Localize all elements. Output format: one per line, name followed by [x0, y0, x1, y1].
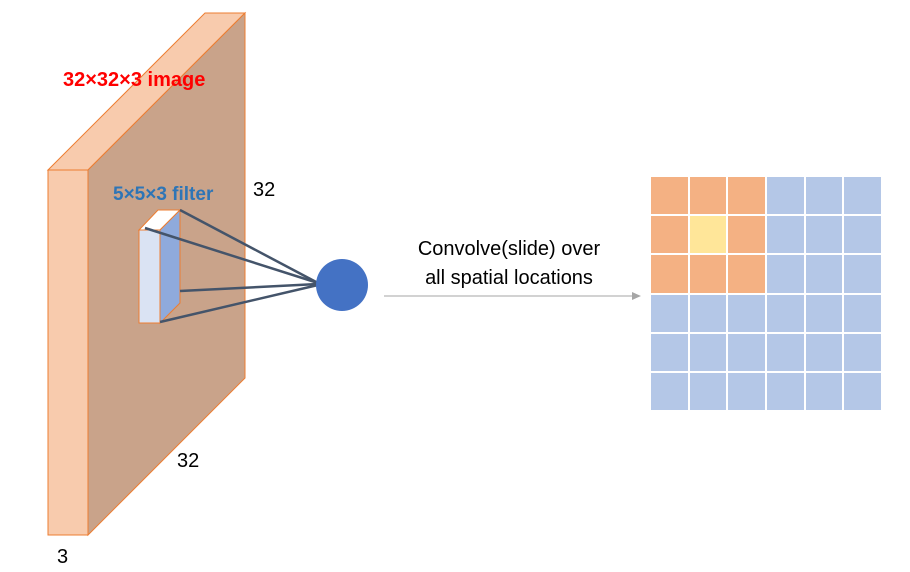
grid-cell-other: [651, 333, 688, 371]
grid-cell-other: [805, 372, 843, 410]
filter-size-label: 5×5×3 filter: [113, 184, 214, 205]
output-neuron: [316, 259, 368, 311]
width-dimension-label: 32: [177, 450, 200, 472]
grid-cell-other: [728, 333, 765, 371]
grid-cell-other: [767, 372, 804, 410]
grid-cell-other: [651, 372, 688, 410]
grid-cell-other: [805, 294, 843, 332]
grid-cell-other: [689, 294, 727, 332]
grid-cell-other: [805, 216, 843, 254]
grid-cell-other: [767, 216, 804, 254]
grid-cell-receptive: [689, 177, 727, 215]
grid-cell-other: [767, 333, 804, 371]
grid-cell-receptive: [728, 216, 765, 254]
image-size-label: 32×32×3 image: [63, 69, 206, 91]
grid-cell-other: [728, 294, 765, 332]
grid-cell-other: [689, 333, 727, 371]
grid-cell-receptive: [651, 177, 688, 215]
grid-cell-receptive: [728, 255, 765, 293]
grid-cell-other: [844, 177, 881, 215]
grid-cell-other: [689, 372, 727, 410]
connection-line: [144, 226, 319, 285]
connection-line: [159, 283, 319, 324]
volume-front-face: [47, 169, 89, 536]
grid-cell-receptive: [651, 255, 688, 293]
filter-connections: [144, 208, 319, 324]
filter-side-face: [159, 208, 181, 325]
slide-arrowhead: [632, 292, 641, 300]
grid-cell-other: [767, 255, 804, 293]
grid-cell-other: [728, 372, 765, 410]
convolve-caption-line-2: all spatial locations: [425, 267, 593, 289]
connection-line: [179, 282, 319, 293]
grid-cell-other: [805, 255, 843, 293]
height-dimension-label: 32: [253, 179, 276, 201]
grid-cell-other: [844, 333, 881, 371]
grid-cell-other: [844, 255, 881, 293]
convolve-caption-line-1: Convolve(slide) over: [417, 238, 601, 260]
grid-cell-other: [805, 177, 843, 215]
grid-cell-receptive: [651, 216, 688, 254]
connection-line: [179, 208, 319, 285]
depth-dimension-label: 3: [57, 546, 69, 568]
grid-cell-other: [651, 294, 688, 332]
convolve-caption: Convolve(slide) over all spatial locatio…: [382, 235, 636, 293]
grid-cell-receptive: [689, 255, 727, 293]
filter-front-face: [138, 229, 161, 324]
grid-cell-other: [844, 372, 881, 410]
grid-cell-other: [844, 216, 881, 254]
grid-cell-other: [805, 333, 843, 371]
grid-cell-center: [689, 216, 727, 254]
grid-cell-other: [767, 294, 804, 332]
grid-cell-other: [767, 177, 804, 215]
grid-cell-receptive: [728, 177, 765, 215]
grid-cell-other: [844, 294, 881, 332]
activation-map-grid: [651, 177, 881, 410]
